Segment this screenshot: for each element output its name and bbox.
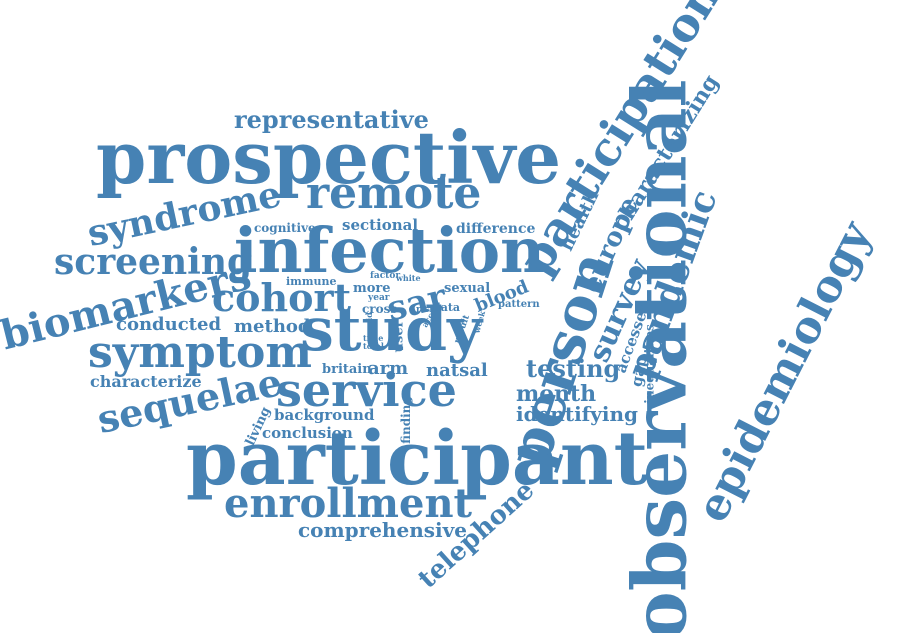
word-epidemiology: epidemiology bbox=[686, 213, 882, 531]
word-finding: finding bbox=[398, 396, 413, 444]
word-background: background bbox=[274, 406, 375, 424]
word-remote: remote bbox=[306, 168, 482, 219]
word-natsal: natsal bbox=[426, 360, 488, 381]
word-method: method bbox=[234, 316, 311, 337]
word-pattern: pattern bbox=[498, 299, 540, 310]
word-sexual: sexual bbox=[444, 281, 491, 296]
word-screening: screening bbox=[54, 241, 253, 283]
word-data: data bbox=[433, 301, 461, 314]
word-study: study bbox=[300, 295, 482, 365]
word-year: year bbox=[368, 293, 390, 303]
word-risk: risk bbox=[416, 305, 436, 315]
word-symptom: symptom bbox=[88, 327, 312, 378]
word-service: service bbox=[276, 363, 457, 417]
word-conducted: conducted bbox=[116, 314, 222, 335]
word-inequalities: inequalities bbox=[642, 324, 657, 404]
word-enrollment: enrollment bbox=[224, 480, 473, 527]
word-testing: testing bbox=[526, 354, 621, 383]
word-user: user bbox=[391, 320, 407, 353]
word-infection: infection bbox=[234, 214, 546, 287]
word-arm: arm bbox=[368, 358, 409, 379]
word-identifying: identifying bbox=[516, 402, 639, 426]
word-britain: britain bbox=[322, 362, 372, 377]
word-participant: participant bbox=[186, 416, 648, 502]
word-cognitive: cognitive bbox=[254, 221, 316, 235]
word-characterize: characterize bbox=[90, 372, 202, 391]
word-comprehensive: comprehensive bbox=[298, 518, 467, 542]
word-prospective: prospective bbox=[96, 115, 562, 200]
word-total: total bbox=[363, 341, 384, 351]
word-representative: representative bbox=[234, 105, 429, 134]
word-sectional: sectional bbox=[342, 216, 419, 234]
word-immune: immune bbox=[286, 275, 337, 288]
word-time: time bbox=[363, 333, 384, 343]
word-white: white bbox=[396, 273, 421, 283]
word-more: more bbox=[353, 281, 391, 296]
word-factor: factor bbox=[370, 271, 401, 281]
word-month: month bbox=[516, 381, 597, 407]
word-conclusion: conclusion bbox=[262, 424, 353, 442]
word-cross: cross bbox=[362, 302, 398, 316]
word-cohort: cohort bbox=[212, 275, 352, 320]
word-difference: difference bbox=[456, 221, 536, 237]
